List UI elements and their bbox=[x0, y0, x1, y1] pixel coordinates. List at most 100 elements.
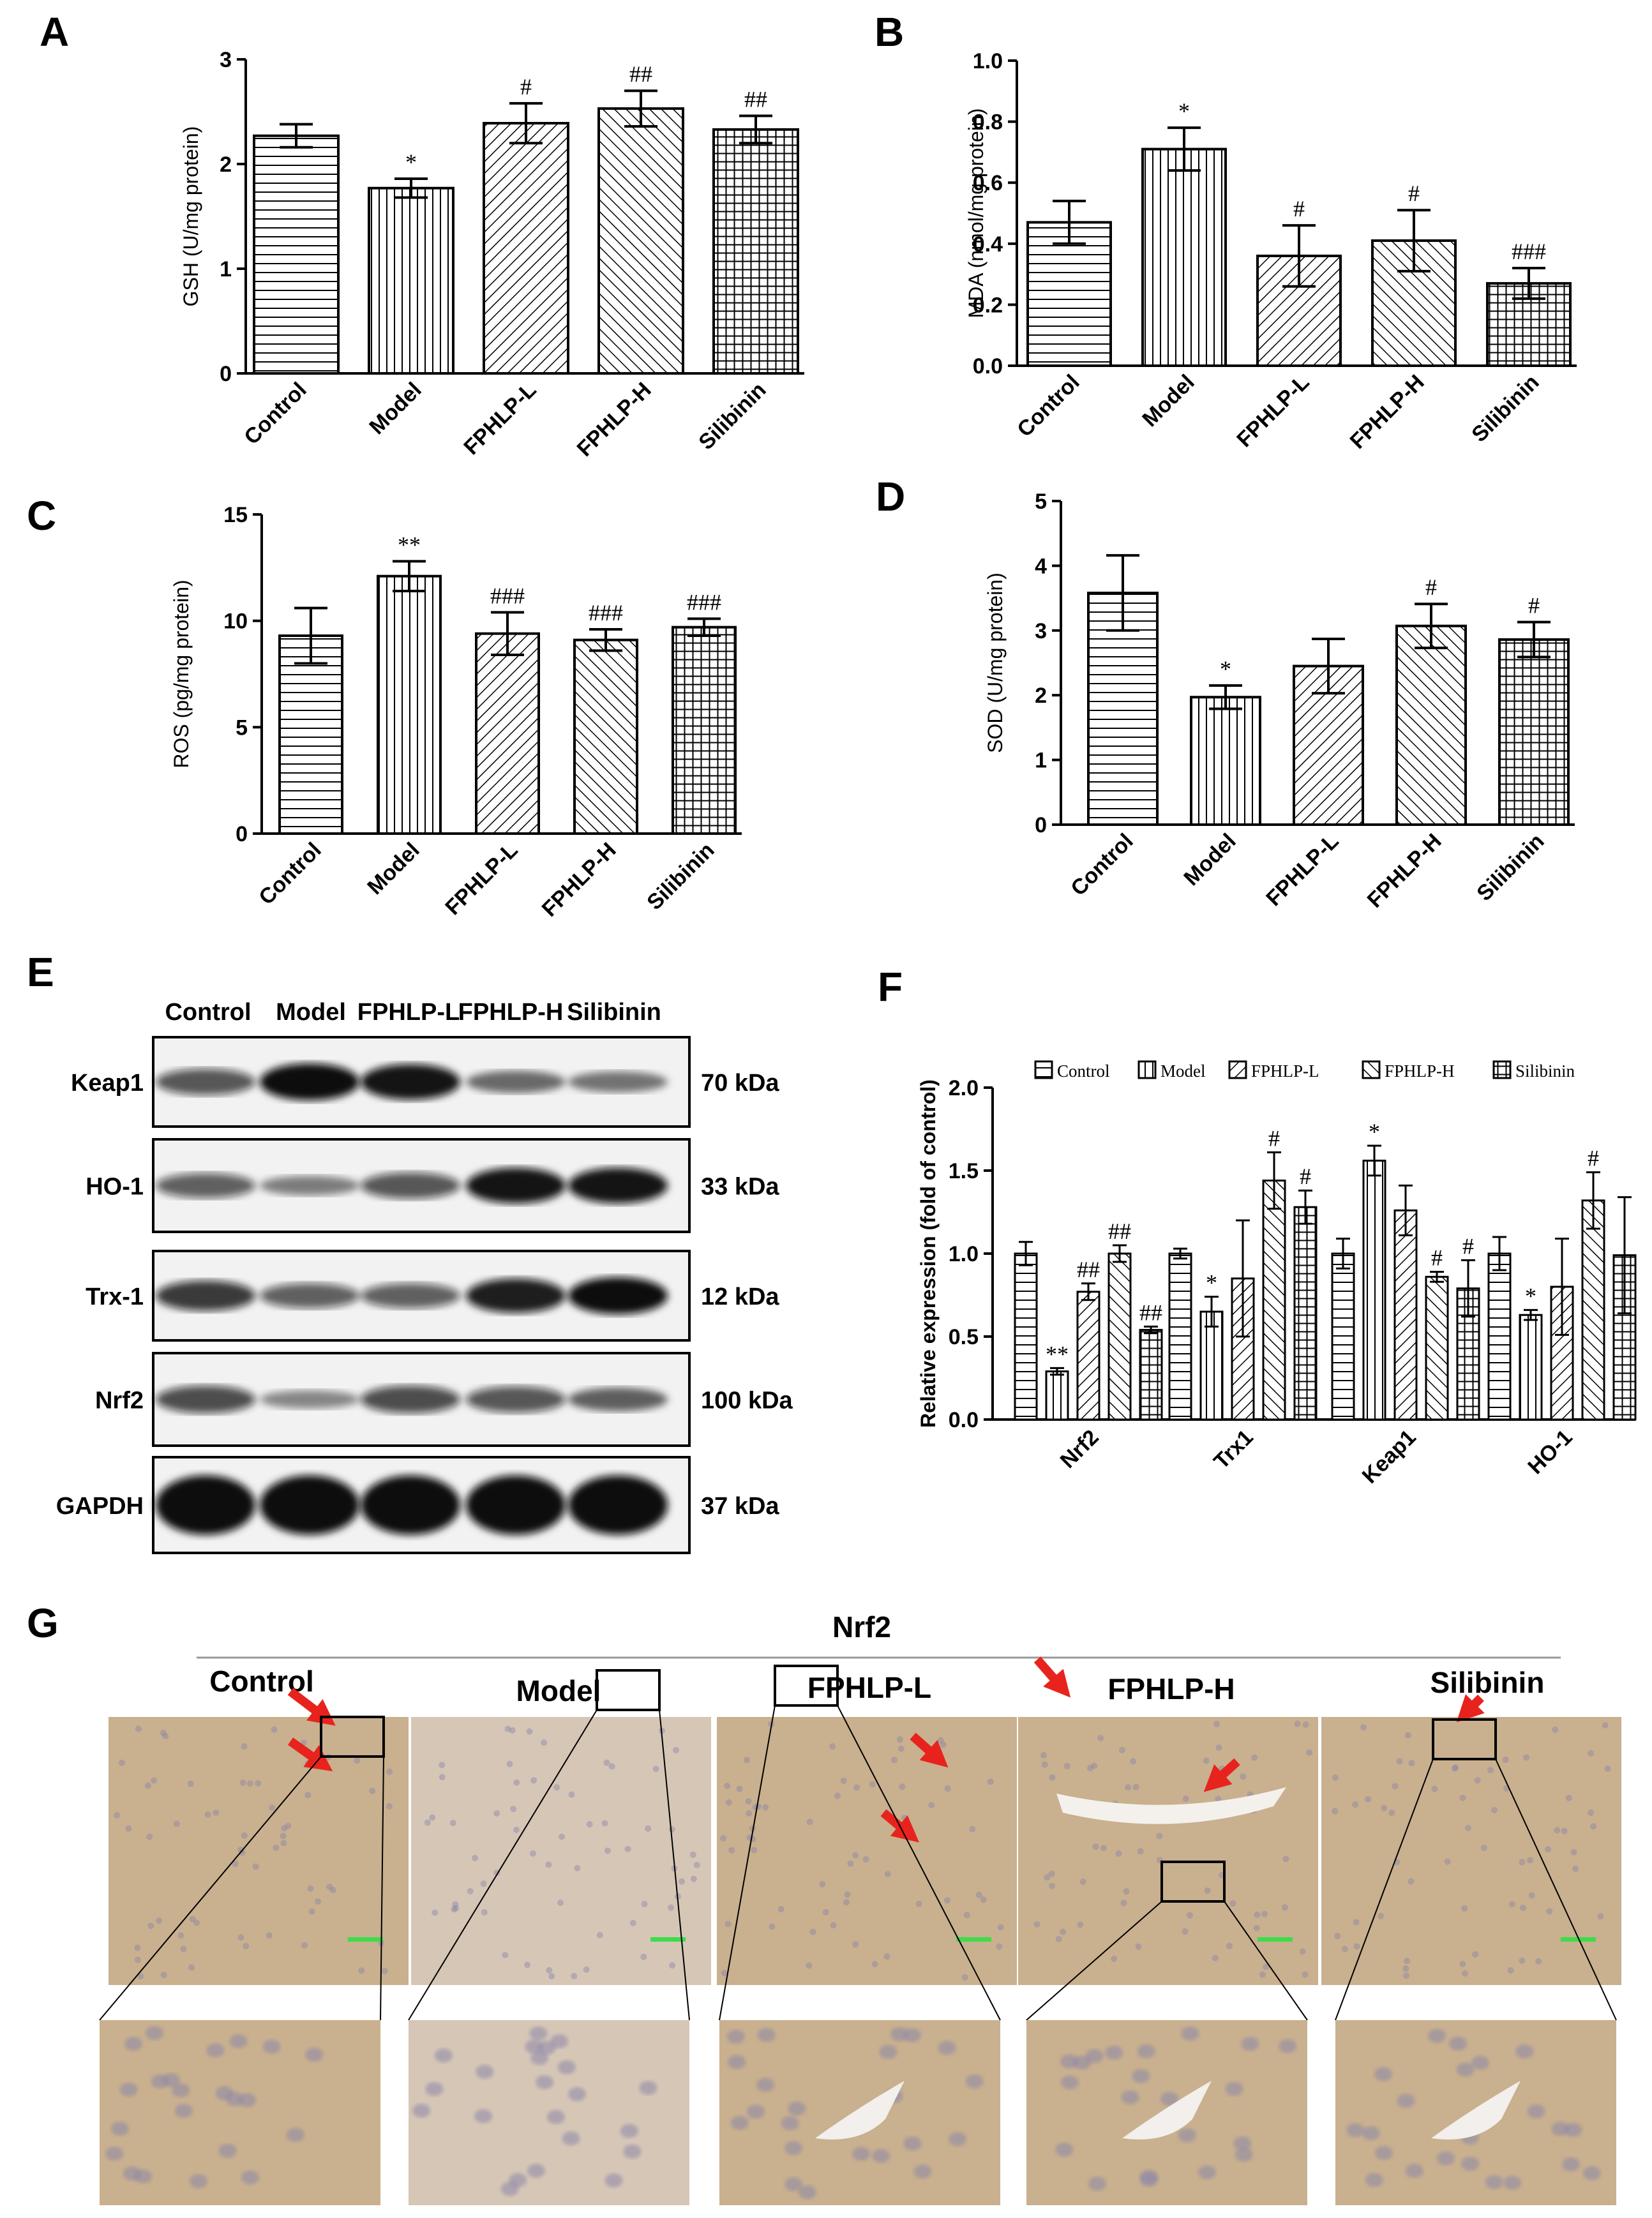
nucleus bbox=[237, 1934, 244, 1941]
nucleus bbox=[530, 1777, 537, 1784]
band bbox=[260, 1063, 359, 1100]
y-axis-label: ROS (pg/mg protein) bbox=[170, 580, 193, 768]
nucleus bbox=[1060, 1928, 1067, 1935]
bar bbox=[1014, 1252, 1038, 1421]
nucleus bbox=[1282, 1855, 1289, 1862]
nucleus-magnified bbox=[903, 2028, 921, 2042]
nucleus bbox=[529, 1850, 536, 1857]
y-tick-label: 0.8 bbox=[973, 110, 1003, 135]
nucleus bbox=[1332, 1774, 1339, 1781]
nucleus bbox=[629, 1919, 636, 1926]
nucleus bbox=[1565, 1794, 1572, 1801]
nucleus bbox=[1125, 1784, 1132, 1791]
legend-label: FPHLP-L bbox=[1251, 1061, 1319, 1081]
chart-b: 0.0 0.2 0.4 0.6 0.8 1.0 MDA (nmol/mg protein) C… bbox=[965, 49, 1577, 454]
nucleus-magnified bbox=[536, 2075, 554, 2090]
nucleus bbox=[669, 1962, 676, 1969]
zoom-region-box bbox=[596, 1669, 661, 1711]
nucleus bbox=[596, 1931, 603, 1938]
x-tick-label: FPHLP-H bbox=[573, 378, 656, 461]
significance-mark: * bbox=[405, 149, 417, 175]
nucleus bbox=[897, 1745, 905, 1752]
x-tick-label: Keap1 bbox=[1358, 1425, 1421, 1488]
y-tick-label: 2 bbox=[1035, 684, 1047, 708]
nucleus bbox=[724, 1783, 731, 1790]
nucleus-magnified bbox=[110, 2122, 129, 2136]
nucleus bbox=[1130, 1758, 1137, 1765]
nucleus bbox=[160, 1729, 167, 1736]
nucleus bbox=[944, 1785, 951, 1792]
nucleus bbox=[1299, 1948, 1306, 1955]
bar bbox=[1362, 1159, 1386, 1421]
nucleus bbox=[603, 1759, 610, 1766]
nucleus bbox=[439, 1762, 446, 1769]
band bbox=[466, 1475, 566, 1535]
nucleus bbox=[1186, 1912, 1193, 1919]
y-tick-label: 3 bbox=[1035, 619, 1047, 643]
y-tick-label: 2 bbox=[220, 153, 232, 177]
nucleus bbox=[1597, 1913, 1604, 1920]
y-tick-label: 5 bbox=[236, 716, 248, 740]
nucleus-magnified bbox=[1233, 2136, 1252, 2151]
blot-row-keap1: Keap1 70 kDa bbox=[71, 1036, 779, 1128]
panel-letter-e: E bbox=[27, 949, 54, 995]
nucleus-magnified bbox=[1073, 2055, 1092, 2070]
significance-mark: # bbox=[1462, 1233, 1474, 1259]
nucleus-magnified bbox=[1448, 2036, 1467, 2051]
band bbox=[361, 1064, 460, 1100]
nucleus bbox=[162, 1733, 169, 1740]
nucleus-magnified bbox=[1278, 2039, 1296, 2053]
nucleus-magnified bbox=[1235, 2147, 1253, 2162]
protein-label: Nrf2 bbox=[95, 1388, 144, 1414]
band bbox=[156, 1068, 255, 1095]
band bbox=[466, 1070, 566, 1093]
nucleus bbox=[1156, 1832, 1163, 1840]
nucleus bbox=[239, 1849, 246, 1856]
nucleus bbox=[557, 1900, 564, 1907]
nucleus bbox=[1302, 1721, 1309, 1728]
significance-mark: * bbox=[1206, 1270, 1217, 1296]
legend-swatch bbox=[1228, 1060, 1247, 1079]
nucleus bbox=[189, 1915, 196, 1922]
nucleus-magnified bbox=[1564, 2122, 1582, 2137]
nucleus-magnified bbox=[1055, 2142, 1074, 2157]
nucleus-magnified bbox=[788, 2101, 806, 2116]
nucleus bbox=[1519, 1859, 1526, 1866]
chart-c: 0 5 10 15 ROS (pg/mg protein) Control ** Model #… bbox=[170, 503, 742, 922]
lane-label: Control bbox=[165, 999, 251, 1026]
nucleus bbox=[568, 1791, 575, 1798]
bar bbox=[1581, 1199, 1605, 1421]
nucleus bbox=[513, 1779, 520, 1786]
nucleus bbox=[1092, 1843, 1099, 1850]
nucleus bbox=[386, 1802, 393, 1810]
scale-bar bbox=[348, 1937, 383, 1942]
legend-swatch bbox=[1492, 1060, 1512, 1079]
nucleus bbox=[1120, 1900, 1127, 1907]
x-tick-label: FPHLP-L bbox=[1232, 370, 1314, 452]
nucleus bbox=[834, 1792, 841, 1799]
nucleus bbox=[329, 1887, 336, 1894]
nucleus bbox=[891, 1757, 898, 1764]
arrow-head bbox=[1203, 1764, 1233, 1792]
molecular-weight-label: 70 kDa bbox=[701, 1070, 779, 1097]
ihc-group-label: Silibinin bbox=[1430, 1666, 1545, 1699]
nucleus bbox=[1226, 1942, 1233, 1949]
y-tick-label: 0 bbox=[236, 822, 248, 846]
nucleus bbox=[241, 1743, 248, 1750]
nucleus bbox=[269, 1804, 276, 1811]
nucleus-magnified bbox=[798, 2185, 816, 2199]
nucleus bbox=[608, 1763, 615, 1770]
nucleus bbox=[1491, 1807, 1498, 1814]
x-tick-label: FPHLP-H bbox=[1363, 829, 1446, 913]
nucleus-magnified bbox=[728, 2055, 746, 2069]
ihc-group-label: FPHLP-H bbox=[1108, 1672, 1235, 1705]
panel-letter-d: D bbox=[876, 474, 905, 520]
nucleus bbox=[673, 1746, 680, 1753]
bar bbox=[712, 128, 799, 375]
zoom-region-box bbox=[1432, 1718, 1497, 1760]
nucleus bbox=[237, 1847, 244, 1854]
nucleus bbox=[280, 1832, 287, 1840]
nucleus bbox=[1502, 1757, 1509, 1764]
nucleus-magnified bbox=[151, 2074, 169, 2089]
nucleus bbox=[504, 1725, 511, 1732]
